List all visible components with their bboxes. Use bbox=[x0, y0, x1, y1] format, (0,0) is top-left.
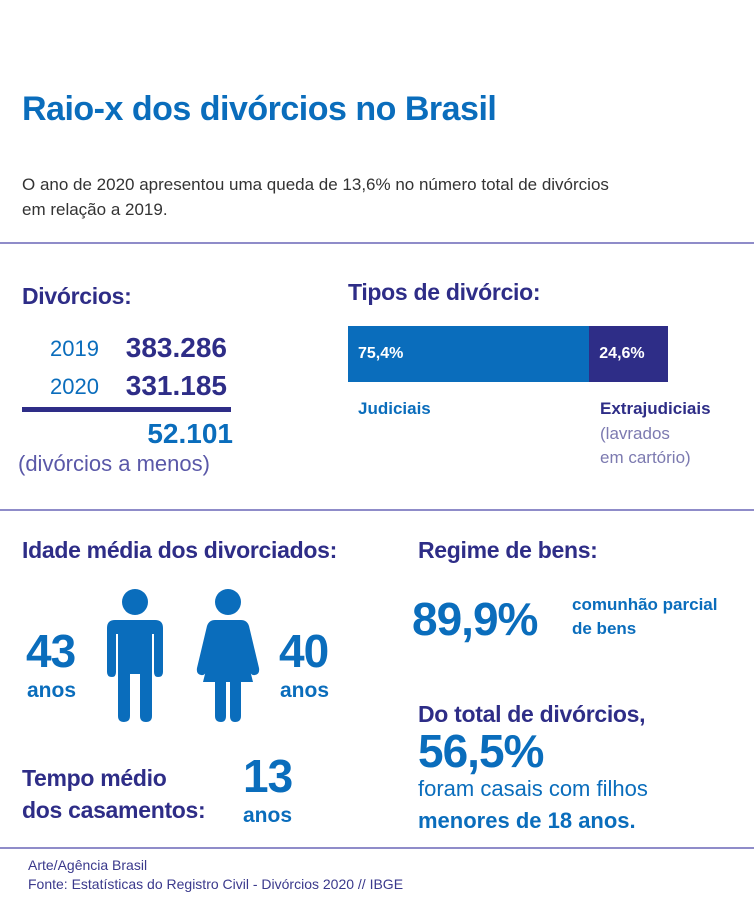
footer-source: Fonte: Estatísticas do Registro Civil - … bbox=[28, 876, 404, 892]
judiciais-label: Judiciais bbox=[358, 399, 431, 418]
footer-credit: Arte/Agência Brasil bbox=[28, 857, 148, 873]
extrajudiciais-percent: 24,6% bbox=[599, 345, 645, 362]
year-2020: 2020 bbox=[50, 374, 99, 399]
extrajudiciais-label: Extrajudiciais bbox=[600, 399, 711, 418]
bar-segment-judiciais: 75,4% bbox=[348, 326, 590, 382]
tempo-label-1: Tempo médio bbox=[22, 765, 167, 791]
value-2020: 331.185 bbox=[125, 370, 227, 401]
tipos-bar: 75,4% 24,6% bbox=[348, 326, 668, 382]
filhos-intro: Do total de divórcios, bbox=[418, 701, 646, 727]
extrajudiciais-note-2: em cartório) bbox=[600, 448, 691, 467]
divider bbox=[0, 847, 754, 849]
extrajudiciais-note-1: (lavrados bbox=[600, 424, 670, 443]
judiciais-percent: 75,4% bbox=[358, 345, 404, 362]
year-2019: 2019 bbox=[50, 336, 99, 361]
man-icon bbox=[107, 589, 163, 722]
filhos-value: 56,5% bbox=[418, 725, 544, 777]
page-title: Raio-x dos divórcios no Brasil bbox=[22, 90, 497, 128]
tempo-label-2: dos casamentos: bbox=[22, 797, 206, 823]
regime-heading: Regime de bens: bbox=[418, 537, 598, 563]
subtitle-line-2: em relação a 2019. bbox=[22, 200, 168, 219]
difference-note: (divórcios a menos) bbox=[18, 451, 210, 476]
regime-label-2: de bens bbox=[572, 619, 637, 638]
difference-value: 52.101 bbox=[147, 418, 233, 449]
woman-icon bbox=[196, 589, 260, 722]
regime-value: 89,9% bbox=[412, 593, 538, 645]
filhos-line-2: menores de 18 anos. bbox=[418, 808, 636, 833]
idade-heading: Idade média dos divorciados: bbox=[22, 537, 337, 563]
men-age-unit: anos bbox=[27, 679, 77, 702]
subtraction-line bbox=[22, 407, 231, 412]
tipos-heading: Tipos de divórcio: bbox=[348, 279, 541, 305]
regime-label-1: comunhão parcial bbox=[572, 595, 718, 614]
subtitle-line-1: O ano de 2020 apresentou uma queda de 13… bbox=[22, 175, 609, 194]
divorcios-heading: Divórcios: bbox=[22, 283, 132, 309]
women-age-unit: anos bbox=[280, 679, 330, 702]
men-age: 43 bbox=[26, 625, 76, 677]
filhos-line-1: foram casais com filhos bbox=[418, 776, 648, 801]
bar-segment-extrajudiciais: 24,6% bbox=[589, 326, 668, 382]
divider bbox=[0, 242, 754, 244]
value-2019: 383.286 bbox=[125, 332, 227, 363]
tempo-unit: anos bbox=[243, 804, 293, 827]
divider bbox=[0, 509, 754, 511]
women-age: 40 bbox=[279, 625, 329, 677]
tempo-value: 13 bbox=[243, 750, 293, 802]
